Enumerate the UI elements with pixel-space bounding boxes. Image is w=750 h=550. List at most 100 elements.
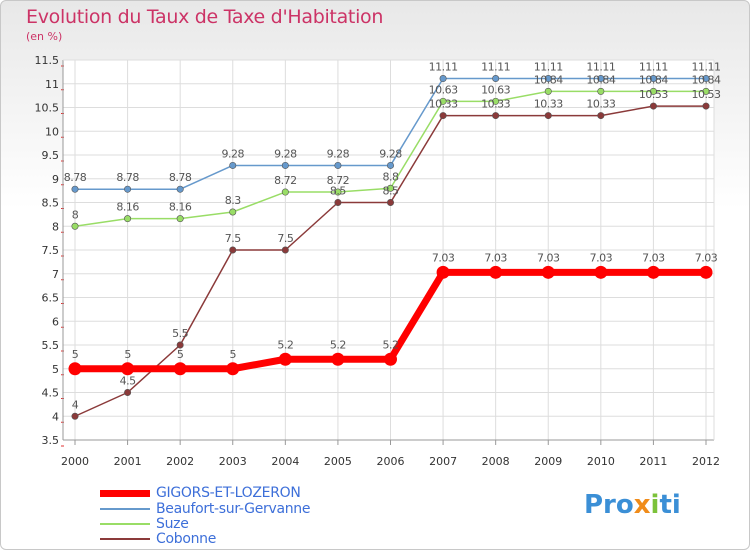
data-point-0	[384, 352, 397, 366]
data-point-3	[439, 112, 447, 120]
y-tick-label: 7	[52, 268, 59, 281]
x-tick-label: 2012	[692, 455, 720, 468]
data-label-3: 5.5	[172, 327, 188, 340]
data-point-0	[541, 265, 555, 279]
x-tick-label: 2010	[587, 455, 615, 468]
x-tick-label: 2002	[166, 455, 194, 468]
data-point-2	[492, 97, 500, 105]
data-point-3	[492, 112, 500, 120]
data-label-0: 5.2	[330, 338, 346, 351]
y-tick-label: 10.5	[35, 102, 60, 115]
y-tick-label: 6	[52, 315, 59, 328]
data-point-0	[173, 362, 187, 376]
data-point-3	[334, 199, 342, 207]
x-tick-label: 2003	[219, 455, 247, 468]
data-point-0	[121, 362, 135, 376]
x-tick-label: 2007	[429, 455, 457, 468]
data-point-2	[334, 188, 342, 196]
data-label-0: 7.03	[695, 251, 718, 264]
data-label-0: 5	[177, 348, 184, 361]
legend-item-beaufort: Beaufort-sur-Gervanne	[100, 501, 311, 517]
y-tick-label: 11	[45, 78, 59, 91]
data-label-0: 7.03	[642, 251, 665, 264]
data-point-2	[281, 188, 289, 196]
data-label-3: 8.5	[383, 185, 399, 198]
data-label-0: 7.03	[484, 251, 507, 264]
data-point-0	[436, 265, 450, 279]
data-point-2	[176, 215, 184, 223]
legend-swatch	[100, 538, 150, 540]
x-tick-label: 2005	[324, 455, 352, 468]
data-point-3	[281, 246, 289, 254]
data-label-1: 9.28	[379, 147, 402, 160]
data-label-2: 8.16	[169, 201, 192, 214]
data-point-2	[229, 208, 237, 216]
data-label-3: 7.5	[277, 232, 293, 245]
data-label-3: 4.5	[120, 375, 136, 388]
y-axis-unit: (en %)	[26, 30, 63, 43]
logo-part: Pro	[584, 490, 634, 520]
y-tick-label: 5.5	[42, 339, 60, 352]
data-label-2: 8	[72, 208, 79, 221]
data-point-1	[334, 161, 342, 169]
data-point-1	[386, 161, 394, 169]
logo-part: x	[633, 490, 651, 520]
data-label-2: 8.8	[383, 170, 399, 183]
data-point-3	[71, 412, 79, 420]
data-point-3	[544, 112, 552, 120]
y-tick-label: 10	[45, 125, 59, 138]
data-point-1	[492, 75, 500, 83]
data-label-3: 8.5	[330, 185, 346, 198]
proxiti-logo: Proxiti	[584, 490, 681, 520]
data-label-0: 5.2	[277, 338, 293, 351]
data-label-1: 9.28	[274, 147, 297, 160]
data-point-2	[386, 184, 394, 192]
data-point-3	[386, 199, 394, 207]
data-point-0	[278, 352, 292, 366]
legend-label: GIGORS-ET-LOZERON	[156, 485, 301, 501]
y-tick-label: 9	[52, 173, 59, 186]
data-point-1	[649, 75, 657, 83]
data-point-2	[439, 97, 447, 105]
y-tick-label: 6.5	[42, 292, 60, 305]
logo-part: ti	[659, 490, 681, 520]
data-label-3: 10.33	[429, 98, 458, 111]
legend-label: Suze	[156, 516, 189, 532]
y-tick-label: 5	[52, 363, 59, 376]
data-point-1	[702, 75, 710, 83]
data-point-2	[71, 222, 79, 230]
data-label-3: 10.33	[586, 98, 615, 111]
data-point-1	[229, 161, 237, 169]
x-tick-label: 2011	[639, 455, 667, 468]
data-point-3	[176, 341, 184, 349]
data-point-2	[702, 87, 710, 95]
x-tick-label: 2004	[271, 455, 299, 468]
data-point-0	[489, 265, 503, 279]
data-label-2: 10.84	[534, 73, 563, 86]
data-label-0: 5	[230, 348, 237, 361]
y-tick-label: 8	[52, 220, 59, 233]
data-label-3: 10.33	[481, 98, 510, 111]
data-label-1: 9.28	[222, 147, 245, 160]
data-label-0: 7.03	[537, 251, 560, 264]
data-label-1: 11.11	[586, 61, 615, 74]
legend-label: Beaufort-sur-Gervanne	[156, 501, 311, 517]
data-point-3	[597, 112, 605, 120]
data-point-1	[544, 75, 552, 83]
data-point-3	[702, 102, 710, 110]
data-point-1	[124, 185, 132, 193]
data-label-3: 4	[72, 398, 79, 411]
data-label-1: 11.11	[534, 61, 563, 74]
data-point-0	[68, 362, 82, 376]
data-point-0	[699, 265, 713, 279]
data-point-1	[281, 161, 289, 169]
data-point-0	[594, 265, 608, 279]
data-label-3: 10.33	[534, 98, 563, 111]
data-label-0: 7.03	[590, 251, 613, 264]
data-point-3	[649, 102, 657, 110]
data-label-0: 5	[124, 348, 131, 361]
y-tick-label: 8.5	[42, 197, 60, 210]
legend-swatch	[100, 523, 150, 525]
logo-part: i	[650, 490, 660, 520]
